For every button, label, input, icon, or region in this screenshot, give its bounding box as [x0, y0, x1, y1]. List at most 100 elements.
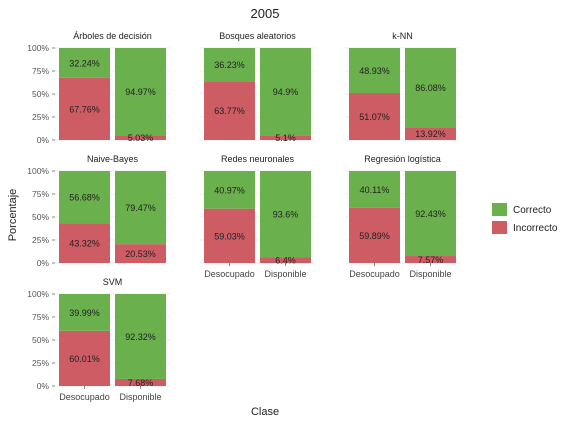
data-label-correct: 86.08% [415, 83, 446, 93]
data-label-incorrect: 60.01% [69, 354, 100, 364]
bar-incorrect [260, 257, 311, 263]
legend-swatch-correcto [492, 203, 507, 216]
y-tick-label: 100% [27, 43, 49, 53]
y-tick-label: 100% [27, 166, 49, 176]
panel-title: SVM [103, 277, 123, 287]
bar-correct [115, 171, 166, 245]
data-label-correct: 40.97% [214, 185, 245, 195]
panel-title: Bosques aleatorios [219, 31, 296, 41]
bar-correct [59, 294, 110, 331]
bar-incorrect [59, 330, 110, 386]
data-label-correct: 32.24% [69, 58, 100, 68]
data-label-incorrect: 51.07% [359, 112, 390, 122]
panel-6: Regresión logística 59.89% 40.11% Desocupad… [345, 154, 460, 279]
bar-correct [115, 48, 166, 136]
y-tick-label: 25% [32, 358, 49, 368]
bar-correct [59, 171, 110, 224]
bar-correct [115, 294, 166, 379]
panels-group: Árboles de decisión 0% 25% 50% 75% 100% 67.76%… [27, 31, 460, 402]
y-tick-label: 75% [32, 66, 49, 76]
data-label-incorrect: 13.92% [415, 129, 446, 139]
data-label-incorrect: 59.03% [214, 231, 245, 241]
bar-incorrect [115, 135, 166, 140]
legend: Correcto Incorrecto [492, 203, 558, 234]
bar-incorrect [260, 135, 311, 140]
data-label-correct: 94.9% [273, 87, 299, 97]
x-tick-label: Desocupado [349, 269, 400, 279]
panel-7: SVM 0% 25% 50% 75% 100% 60.01% 39.99% Desocupado… [27, 277, 170, 402]
legend-label-incorrecto: Incorrecto [513, 223, 558, 234]
panel-title: Naive-Bayes [87, 154, 139, 164]
y-tick-label: 0% [37, 258, 50, 268]
bar-correct [405, 48, 456, 128]
y-tick-label: 50% [32, 89, 49, 99]
bar-incorrect [405, 127, 456, 140]
panel-title: Redes neuronales [221, 154, 295, 164]
y-tick-label: 25% [32, 235, 49, 245]
x-tick-label: Disponible [119, 392, 161, 402]
bar-correct [204, 48, 255, 82]
y-axis-label: Porcentaje [7, 189, 19, 242]
data-label-correct: 93.6% [273, 210, 299, 220]
y-tick-label: 75% [32, 189, 49, 199]
x-tick-label: Desocupado [59, 392, 110, 402]
bar-correct [349, 48, 400, 94]
data-label-correct: 39.99% [69, 308, 100, 318]
data-label-incorrect: 63.77% [214, 106, 245, 116]
data-label-incorrect: 59.89% [359, 231, 390, 241]
panel-title: Regresión logística [364, 154, 441, 164]
bar-incorrect [115, 378, 166, 386]
legend-label-correcto: Correcto [513, 205, 552, 216]
bar-incorrect [204, 81, 255, 140]
data-label-incorrect: 7.68% [128, 378, 154, 388]
panel-2: Bosques aleatorios 63.77% 36.23% 5.1% 94.9% [200, 31, 315, 143]
data-label-incorrect: 67.76% [69, 104, 100, 114]
y-tick-label: 50% [32, 212, 49, 222]
data-label-correct: 40.11% [360, 185, 390, 195]
panel-title: k-NN [392, 31, 413, 41]
bar-incorrect [349, 207, 400, 263]
y-tick-label: 75% [32, 312, 49, 322]
data-label-incorrect: 6.4% [275, 256, 296, 266]
bar-incorrect [204, 208, 255, 263]
bar-incorrect [115, 244, 166, 263]
y-tick-label: 0% [37, 381, 50, 391]
bar-incorrect [349, 93, 400, 140]
data-label-correct: 94.97% [125, 87, 156, 97]
y-tick-label: 100% [27, 289, 49, 299]
y-tick-label: 50% [32, 335, 49, 345]
chart-title: 2005 [251, 6, 280, 21]
bar-correct [204, 171, 255, 209]
bar-incorrect [59, 223, 110, 263]
data-label-incorrect: 7.57% [418, 255, 444, 265]
panel-title: Árboles de decisión [73, 31, 152, 41]
x-axis-label: Clase [251, 406, 279, 418]
data-label-correct: 79.47% [125, 203, 156, 213]
data-label-correct: 56.68% [69, 193, 100, 203]
bar-incorrect [59, 77, 110, 140]
bar-correct [349, 171, 400, 208]
y-tick-label: 25% [32, 112, 49, 122]
data-label-incorrect: 20.53% [125, 249, 156, 259]
bar-correct [405, 171, 456, 257]
bar-incorrect [405, 256, 456, 263]
data-label-correct: 92.32% [125, 332, 156, 342]
legend-swatch-incorrecto [492, 221, 507, 234]
data-label-correct: 36.23% [214, 60, 245, 70]
y-tick-label: 0% [37, 135, 50, 145]
panel-3: k-NN 51.07% 48.93% 13.92% 86.08% [345, 31, 460, 141]
bar-correct [260, 171, 311, 258]
x-tick-label: Disponible [409, 269, 451, 279]
data-label-correct: 92.43% [415, 209, 446, 219]
bar-correct [59, 48, 110, 78]
data-label-incorrect: 5.1% [275, 133, 296, 143]
x-tick-label: Desocupado [204, 269, 255, 279]
data-label-correct: 48.93% [359, 66, 390, 76]
x-tick-label: Disponible [264, 269, 306, 279]
data-label-incorrect: 5.03% [128, 133, 154, 143]
panel-4: Naive-Bayes 0% 25% 50% 75% 100% 43.32% 56.68% 20… [27, 154, 170, 268]
bar-correct [260, 48, 311, 136]
panel-1: Árboles de decisión 0% 25% 50% 75% 100% 67.76%… [27, 31, 170, 145]
data-label-incorrect: 43.32% [69, 239, 100, 249]
